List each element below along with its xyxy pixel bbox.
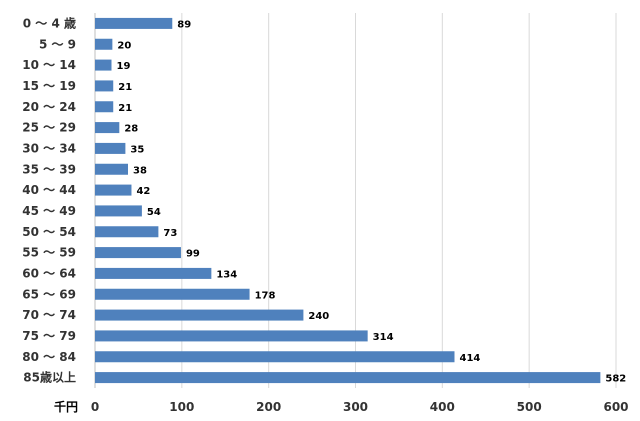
data-label: 414 — [459, 353, 480, 364]
data-label: 582 — [605, 374, 626, 385]
x-tick-label: 0 — [91, 400, 99, 414]
data-label: 20 — [117, 40, 131, 51]
category-label: 65 ～ 69 — [22, 287, 76, 301]
bar — [95, 309, 304, 321]
bar — [95, 184, 132, 196]
x-tick-label: 100 — [169, 400, 194, 414]
category-label: 60 ～ 64 — [22, 266, 76, 280]
bar — [95, 80, 114, 92]
x-tick-label: 600 — [603, 400, 628, 414]
category-labels: 0 ～ 4 歳 5 ～ 9 10 ～ 14 15 ～ 19 20 ～ 24 25 ～ 29… — [22, 15, 76, 384]
x-tick-label: 300 — [343, 400, 368, 414]
bar — [95, 163, 128, 175]
bar — [95, 288, 250, 300]
bar — [95, 122, 120, 134]
data-label: 28 — [124, 124, 138, 135]
bar — [95, 205, 142, 217]
data-label: 54 — [147, 207, 161, 218]
bars — [95, 17, 601, 384]
bar — [95, 17, 173, 29]
category-label: 55 ～ 59 — [22, 246, 76, 260]
bar — [95, 59, 112, 71]
bar — [95, 38, 113, 50]
category-label: 5 ～ 9 — [39, 37, 76, 51]
data-label: 178 — [255, 290, 276, 301]
x-tick-label: 500 — [517, 400, 542, 414]
x-tick-label: 400 — [430, 400, 455, 414]
data-label: 73 — [163, 228, 177, 239]
category-label: 40 ～ 44 — [22, 183, 76, 197]
category-label: 45 ～ 49 — [22, 204, 76, 218]
bar — [95, 142, 126, 154]
data-label: 42 — [136, 186, 150, 197]
data-label: 314 — [373, 332, 394, 343]
data-label: 38 — [133, 165, 147, 176]
category-label: 85歳以上 — [23, 370, 76, 385]
category-label: 75 ～ 79 — [22, 329, 76, 343]
category-label: 35 ～ 39 — [22, 162, 76, 176]
bar — [95, 247, 181, 259]
category-label: 10 ～ 14 — [22, 58, 76, 72]
category-label: 20 ～ 24 — [22, 100, 76, 114]
data-label: 99 — [186, 249, 200, 260]
data-label: 240 — [308, 311, 329, 322]
category-label: 70 ～ 74 — [22, 308, 76, 322]
x-unit-label: 千円 — [54, 399, 78, 414]
category-label: 0 ～ 4 歳 — [23, 15, 76, 30]
category-label: 30 ～ 34 — [22, 141, 76, 155]
bar — [95, 226, 159, 238]
category-label: 80 ～ 84 — [22, 350, 76, 364]
category-label: 50 ～ 54 — [22, 225, 76, 239]
data-label: 89 — [177, 19, 191, 30]
data-label: 35 — [130, 144, 144, 155]
gridlines — [94, 13, 617, 388]
data-label: 19 — [116, 61, 130, 72]
bar — [95, 101, 114, 113]
data-label: 21 — [118, 82, 132, 93]
category-label: 25 ～ 29 — [22, 121, 76, 135]
bar — [95, 267, 212, 279]
x-tick-labels: 0 100 200 300 400 500 600 — [91, 400, 629, 414]
x-tick-label: 200 — [256, 400, 281, 414]
data-label: 21 — [118, 103, 132, 114]
bar — [95, 351, 455, 363]
data-label: 134 — [216, 269, 237, 280]
bar — [95, 330, 368, 342]
bar — [95, 372, 601, 384]
category-label: 15 ～ 19 — [22, 79, 76, 93]
